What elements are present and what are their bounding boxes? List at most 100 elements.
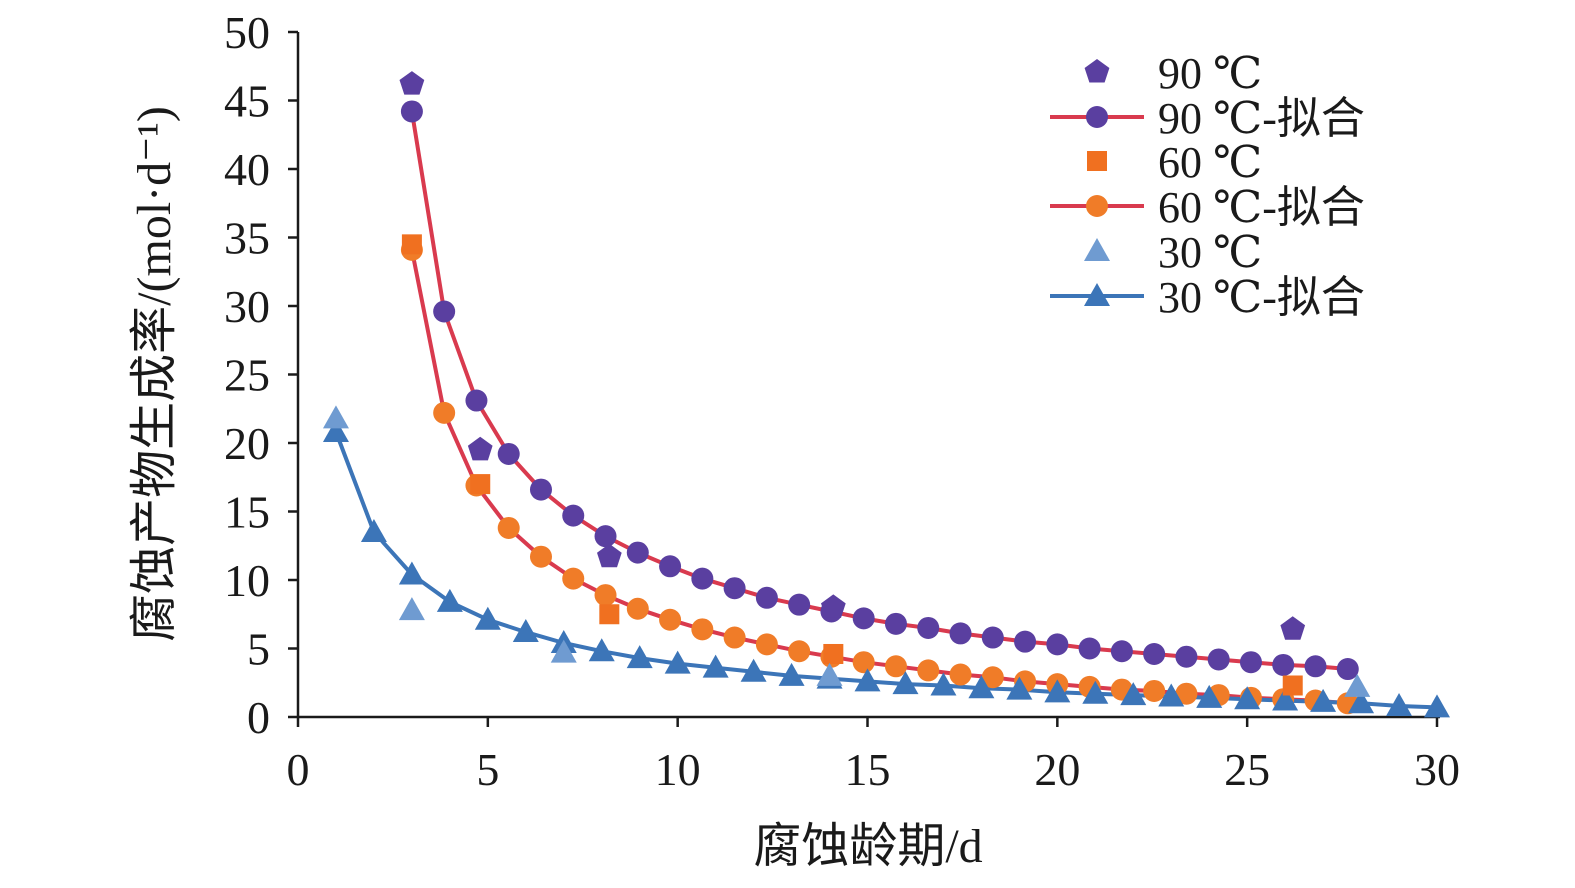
fit-point (1143, 642, 1166, 665)
fit-point (1158, 683, 1185, 707)
fit-point (1014, 630, 1037, 653)
fit-point (1046, 633, 1069, 656)
fit-point (788, 593, 811, 616)
data-point (1344, 673, 1371, 697)
fit-point (1078, 637, 1101, 660)
fit-point (1175, 682, 1198, 705)
fit-point (512, 619, 539, 643)
fit-point (398, 561, 425, 585)
fit-point (1082, 680, 1109, 704)
fit-point (1196, 684, 1223, 708)
legend-item: 30 ℃-拟合 (1050, 273, 1365, 322)
x-tick-label: 30 (1414, 744, 1460, 795)
fit-point (723, 626, 746, 649)
data-point (401, 234, 422, 255)
data-point (550, 639, 577, 663)
fit-point (884, 612, 907, 635)
legend-label: 60 ℃ (1158, 138, 1262, 187)
fit-point (740, 658, 767, 682)
x-tick-label: 20 (1034, 744, 1080, 795)
fit-point (1120, 682, 1147, 706)
fit-point (1207, 648, 1230, 671)
fit-point (917, 616, 940, 639)
markers (322, 71, 1450, 718)
x-tick-label: 15 (845, 744, 891, 795)
fit-point (1272, 687, 1299, 711)
fit-point (529, 478, 552, 501)
legend-item: 60 ℃-拟合 (1050, 183, 1365, 232)
fit-point (1272, 653, 1295, 676)
legend-item: 90 ℃-拟合 (1050, 94, 1365, 143)
fit-point (626, 597, 649, 620)
fit-point (852, 651, 875, 674)
fit-point (755, 633, 778, 656)
y-tick-label: 35 (224, 213, 270, 264)
fit-point (436, 588, 463, 612)
legend-marker (1086, 195, 1108, 217)
fit-point (497, 516, 520, 539)
y-tick-label: 50 (224, 7, 270, 58)
y-tick-label: 20 (224, 418, 270, 469)
legend-item: 60 ℃ (1087, 138, 1262, 187)
fit-point (949, 622, 972, 645)
data-point (823, 643, 844, 664)
fit-point (465, 389, 488, 412)
fit-point (529, 545, 552, 568)
fit-point (778, 662, 805, 686)
fit-point (664, 650, 691, 674)
fit-point (1310, 688, 1337, 712)
data-point (467, 436, 493, 461)
fit-point (433, 401, 456, 424)
fit-point (788, 640, 811, 663)
fit-point (1304, 655, 1327, 678)
x-tick-label: 5 (476, 744, 499, 795)
y-tick-label: 15 (224, 487, 270, 538)
x-ticks: 0 5 10 15 20 25 30 (287, 717, 1460, 795)
fit-point (981, 666, 1004, 689)
fit-point (1239, 651, 1262, 674)
fit-point (852, 607, 875, 630)
fit-point (1006, 676, 1033, 700)
series-2-markers (401, 234, 1303, 696)
x-tick-label: 25 (1224, 744, 1270, 795)
fit-point (588, 638, 615, 662)
legend-marker (1086, 106, 1108, 128)
fit-point (1336, 658, 1359, 681)
legend-label: 30 ℃ (1158, 228, 1262, 277)
fit-point (854, 668, 881, 692)
fit-point (917, 659, 940, 682)
fit-point (1348, 690, 1375, 714)
data-point (322, 405, 349, 429)
y-axis-title: 腐蚀产物生成率/(mol·d⁻¹) (128, 106, 181, 642)
fit-point (930, 672, 957, 696)
fit-point (691, 567, 714, 590)
x-tick-label: 0 (287, 744, 310, 795)
fit-point (1110, 640, 1133, 663)
y-tick-label: 10 (224, 555, 270, 606)
fit-point (892, 671, 919, 695)
fit-point (1175, 645, 1198, 668)
data-point (470, 474, 491, 495)
series-layer (322, 71, 1450, 718)
fit-point (360, 519, 387, 543)
fit-point (691, 618, 714, 641)
legend-label: 90 ℃-拟合 (1158, 94, 1365, 143)
legend-item: 30 ℃ (1084, 228, 1262, 277)
data-point (816, 662, 843, 686)
y-ticks: 0 5 10 15 20 25 30 35 40 45 50 (224, 7, 298, 743)
y-tick-label: 45 (224, 76, 270, 127)
plot-area: 0 5 10 15 20 25 30 0 5 10 15 20 25 30 35 40 45 50 (224, 7, 1460, 795)
fit-point (968, 675, 995, 699)
data-point (399, 71, 425, 95)
fit-point (400, 100, 423, 123)
fit-point (322, 419, 349, 443)
fit-point (594, 584, 617, 607)
fit-point (659, 555, 682, 578)
fit-point (884, 655, 907, 678)
y-tick-label: 40 (224, 144, 270, 195)
data-point (599, 604, 620, 625)
fit-point (949, 663, 972, 686)
legend-marker (1084, 283, 1110, 306)
